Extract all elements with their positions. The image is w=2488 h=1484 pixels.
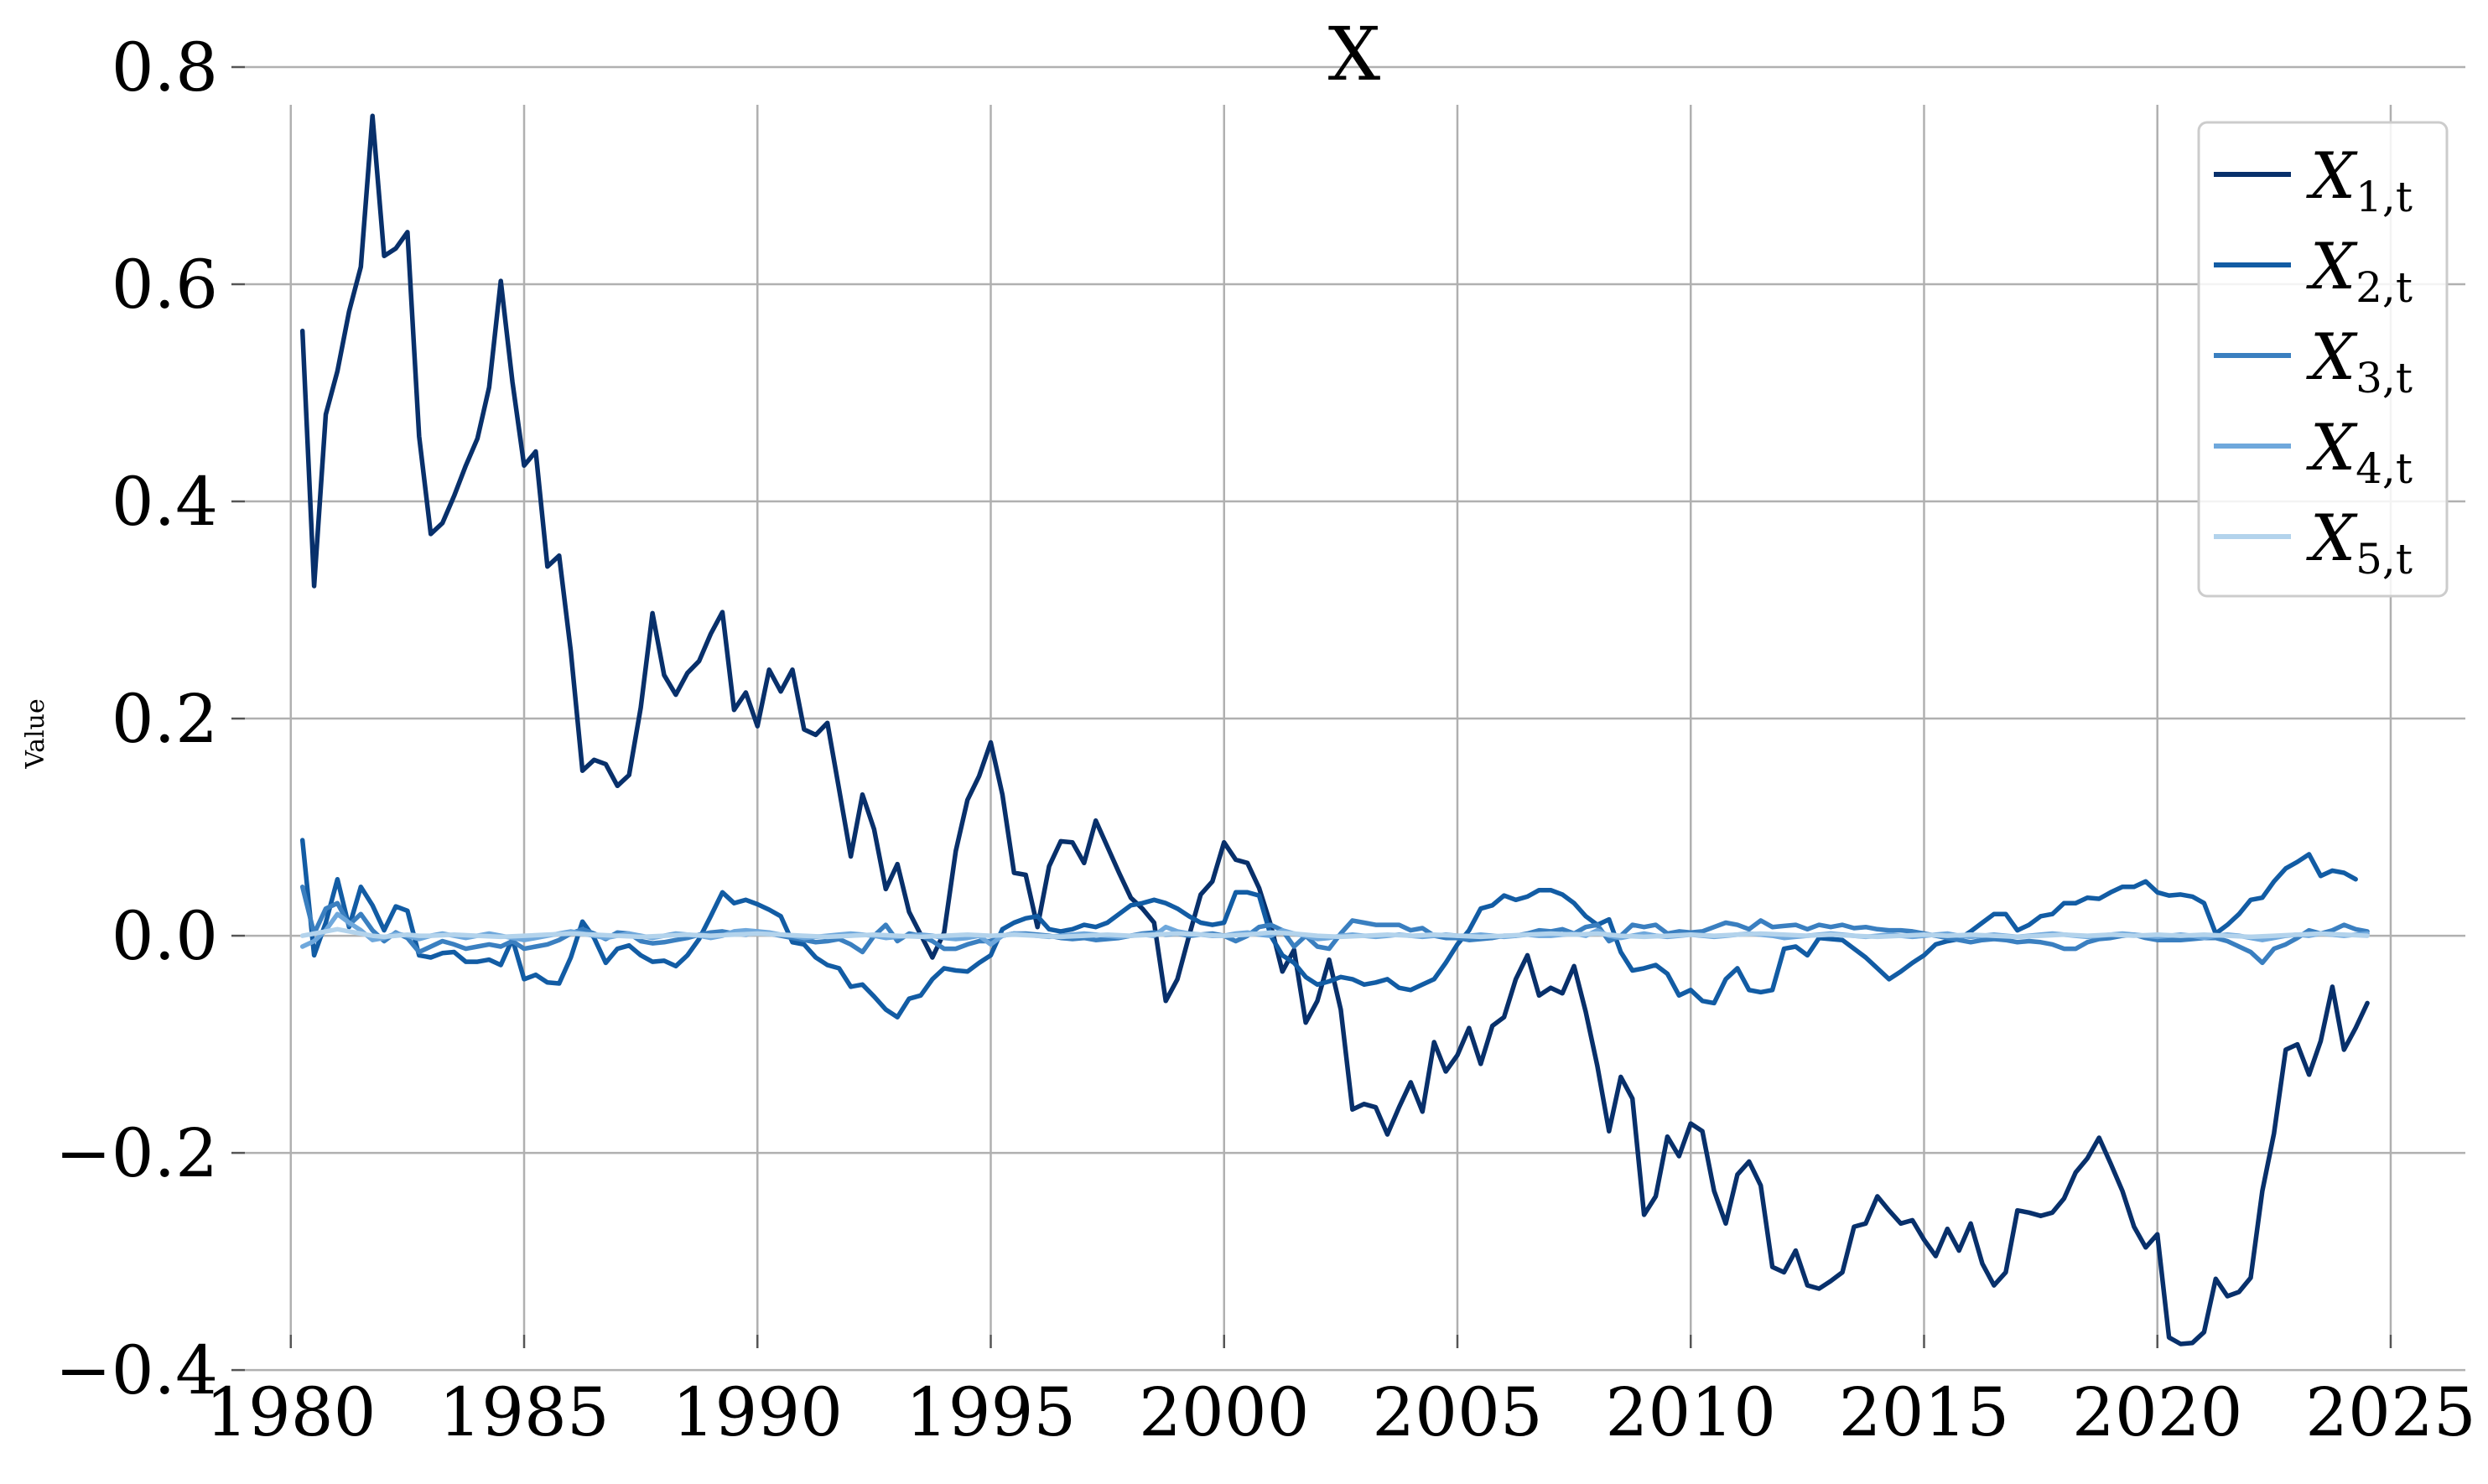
legend: X1,tX2,tX3,tX4,tX5,t [2197,121,2449,598]
x-tick-label: 2015 [1839,1373,2010,1451]
series-line-3 [299,885,2370,966]
y-tick-label: 0.0 [112,897,218,975]
x-tick-label: 1995 [906,1373,1077,1451]
legend-label: X1,t [2306,138,2413,221]
chart-title: X [1328,11,1381,97]
series-lines [299,113,2370,1346]
legend-label: X3,t [2306,319,2413,402]
series-line-5 [299,926,2370,940]
series-line-2 [299,838,2358,1020]
y-tick-label: 0.6 [112,246,218,324]
x-tick-label: 2000 [1139,1373,1310,1451]
x-tick-label: 2020 [2072,1373,2243,1451]
legend-label: X5,t [2306,501,2413,584]
y-tick-label: 0.4 [112,463,218,541]
x-tick-label: 2005 [1372,1373,1543,1451]
legend-label: X4,t [2306,410,2413,493]
x-tick-label: 1980 [205,1373,377,1451]
y-tick-label: −0.4 [55,1331,218,1409]
x-tick-label: 1985 [439,1373,610,1451]
legend-label: X2,t [2306,229,2413,312]
series-line-1 [299,113,2370,1346]
x-tick-label: 2010 [1605,1373,1776,1451]
y-tick-label: 0.2 [112,680,218,758]
legend-box [2197,121,2449,598]
axes: 1980 1985 1990 1995 2000 2005 2010 2015 2020 2025… [55,29,2476,1451]
y-tick-label: 0.8 [112,29,218,106]
x-tick-label: 1990 [672,1373,843,1451]
y-tick-label: −0.2 [55,1114,218,1192]
y-axis-label: Value [21,698,50,769]
x-tick-label: 2025 [2305,1373,2476,1451]
